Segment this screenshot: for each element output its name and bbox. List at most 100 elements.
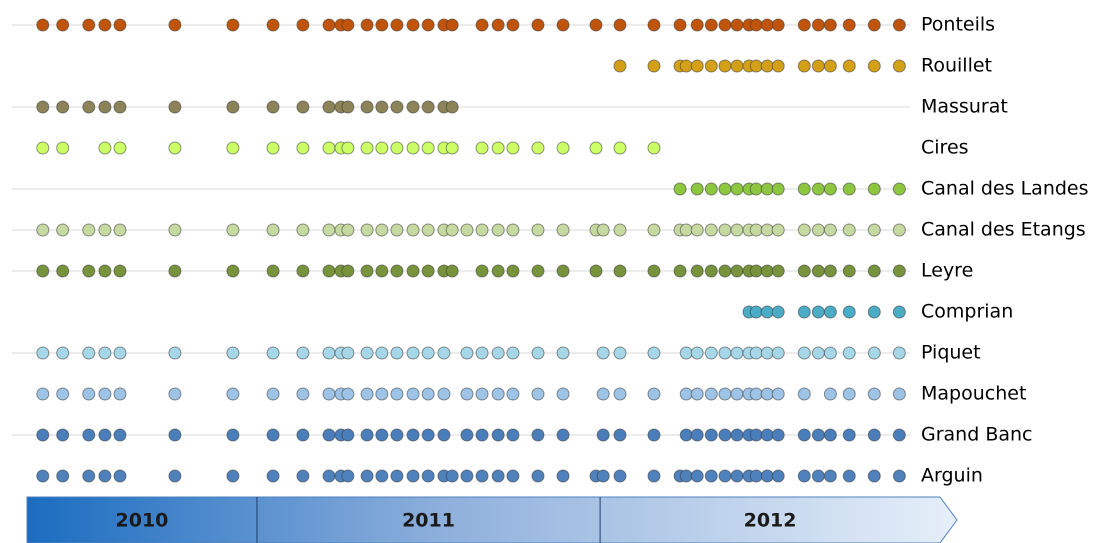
dot xyxy=(266,141,280,155)
dot xyxy=(322,223,336,237)
dot xyxy=(867,264,881,278)
dot xyxy=(296,469,310,483)
dot xyxy=(390,264,404,278)
dot xyxy=(113,223,127,237)
dot xyxy=(82,346,96,360)
series-label: Rouillet xyxy=(921,55,992,77)
dot xyxy=(749,18,763,32)
dot xyxy=(98,387,112,401)
period-label: 2010 xyxy=(116,510,169,532)
dot xyxy=(647,141,661,155)
dot xyxy=(589,141,603,155)
dot xyxy=(113,264,127,278)
dot xyxy=(341,387,355,401)
dot xyxy=(113,18,127,32)
dot xyxy=(445,264,459,278)
dot xyxy=(613,264,627,278)
dot xyxy=(506,346,520,360)
dot xyxy=(589,18,603,32)
dot xyxy=(421,141,435,155)
dot xyxy=(36,141,50,155)
dot xyxy=(647,469,661,483)
dot xyxy=(613,18,627,32)
dot xyxy=(749,59,763,73)
dot xyxy=(797,346,811,360)
dot xyxy=(226,223,240,237)
dot xyxy=(690,223,704,237)
dot xyxy=(749,346,763,360)
dot xyxy=(375,141,389,155)
dot xyxy=(749,305,763,319)
dot xyxy=(823,305,837,319)
dot xyxy=(647,18,661,32)
dot xyxy=(760,18,774,32)
dot xyxy=(437,428,451,442)
dot xyxy=(797,59,811,73)
dot xyxy=(375,223,389,237)
dot xyxy=(296,100,310,114)
dot xyxy=(341,18,355,32)
dot xyxy=(168,346,182,360)
dot xyxy=(390,428,404,442)
dot xyxy=(406,141,420,155)
series-label: Canal des Landes xyxy=(921,178,1089,200)
dot xyxy=(168,264,182,278)
dot xyxy=(760,346,774,360)
dot xyxy=(842,428,856,442)
dot xyxy=(360,18,374,32)
dot xyxy=(797,18,811,32)
series-label: Comprian xyxy=(921,301,1013,323)
dot xyxy=(718,182,732,196)
dot xyxy=(113,428,127,442)
dot xyxy=(892,182,906,196)
dot xyxy=(892,18,906,32)
dot xyxy=(98,100,112,114)
dot xyxy=(460,387,474,401)
dot xyxy=(531,18,545,32)
dot xyxy=(475,141,489,155)
dot xyxy=(760,264,774,278)
dot xyxy=(749,264,763,278)
dot xyxy=(596,223,610,237)
dot xyxy=(113,141,127,155)
dot xyxy=(760,182,774,196)
dot xyxy=(730,387,744,401)
dot xyxy=(56,100,70,114)
dot xyxy=(226,100,240,114)
dot xyxy=(341,469,355,483)
dot xyxy=(475,223,489,237)
dot xyxy=(730,264,744,278)
dot xyxy=(460,346,474,360)
dot xyxy=(771,223,785,237)
dot xyxy=(718,264,732,278)
dot xyxy=(491,469,505,483)
dot xyxy=(360,469,374,483)
period-label: 2012 xyxy=(744,510,797,532)
dot xyxy=(322,469,336,483)
dot xyxy=(421,223,435,237)
dot xyxy=(760,469,774,483)
dot xyxy=(82,428,96,442)
dot xyxy=(647,387,661,401)
dot xyxy=(113,346,127,360)
dot xyxy=(390,469,404,483)
dot xyxy=(730,18,744,32)
dot xyxy=(390,100,404,114)
dot xyxy=(704,18,718,32)
dot xyxy=(421,100,435,114)
dot xyxy=(36,387,50,401)
dot xyxy=(531,387,545,401)
dot xyxy=(531,469,545,483)
dot xyxy=(36,223,50,237)
dot xyxy=(556,346,570,360)
dot xyxy=(771,264,785,278)
dot xyxy=(647,264,661,278)
dot xyxy=(98,223,112,237)
dot xyxy=(36,469,50,483)
dot xyxy=(168,18,182,32)
dot xyxy=(375,387,389,401)
dot xyxy=(421,346,435,360)
dot xyxy=(322,346,336,360)
dot xyxy=(679,59,693,73)
dot xyxy=(811,264,825,278)
